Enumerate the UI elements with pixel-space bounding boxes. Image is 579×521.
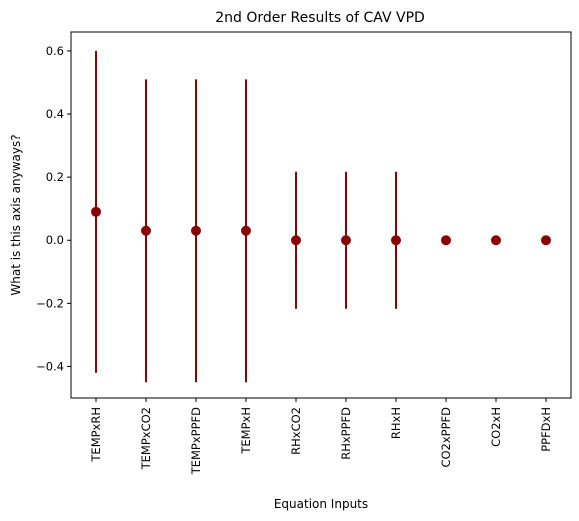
x-tick-label: CO2xH: [489, 407, 503, 447]
chart-title: 2nd Order Results of CAV VPD: [215, 10, 425, 26]
y-tick-label: −0.4: [36, 359, 64, 373]
y-tick-label: 0.6: [46, 44, 64, 58]
y-tick-label: 0.0: [46, 233, 64, 247]
x-tick-label: CO2xPPFD: [439, 407, 453, 468]
y-tick-label: 0.4: [46, 107, 64, 121]
x-tick-label: TEMPxCO2: [139, 407, 153, 470]
x-tick-label: RHxPPFD: [339, 407, 353, 460]
plot-area: −0.4 −0.2 0.0 0.2 0.4 0.6 TEMPxRH TEMPxCO2 TEMPx…: [36, 44, 553, 475]
x-tick-label: RHxCO2: [289, 407, 303, 455]
x-tick-label: PPFDxH: [539, 407, 553, 452]
y-axis-title: What is this axis anyways?: [9, 134, 23, 295]
data-point: [291, 235, 301, 246]
x-tick-label: TEMPxPPFD: [189, 407, 203, 475]
x-tick-label: TEMPxRH: [89, 407, 103, 463]
x-tick-label: RHxH: [389, 407, 403, 439]
data-point: [191, 225, 201, 236]
data-point: [91, 206, 101, 217]
data-point: [491, 235, 501, 246]
data-point: [541, 235, 551, 246]
data-point: [141, 225, 151, 236]
data-point: [341, 235, 351, 246]
x-tick-label: TEMPxH: [239, 407, 253, 455]
x-axis-title: Equation Inputs: [274, 497, 368, 511]
plot-frame: [70, 31, 572, 399]
y-tick-label: −0.2: [36, 296, 64, 310]
data-point: [241, 225, 251, 236]
data-point: [391, 235, 401, 246]
y-tick-label: 0.2: [46, 170, 64, 184]
data-point: [441, 235, 451, 246]
